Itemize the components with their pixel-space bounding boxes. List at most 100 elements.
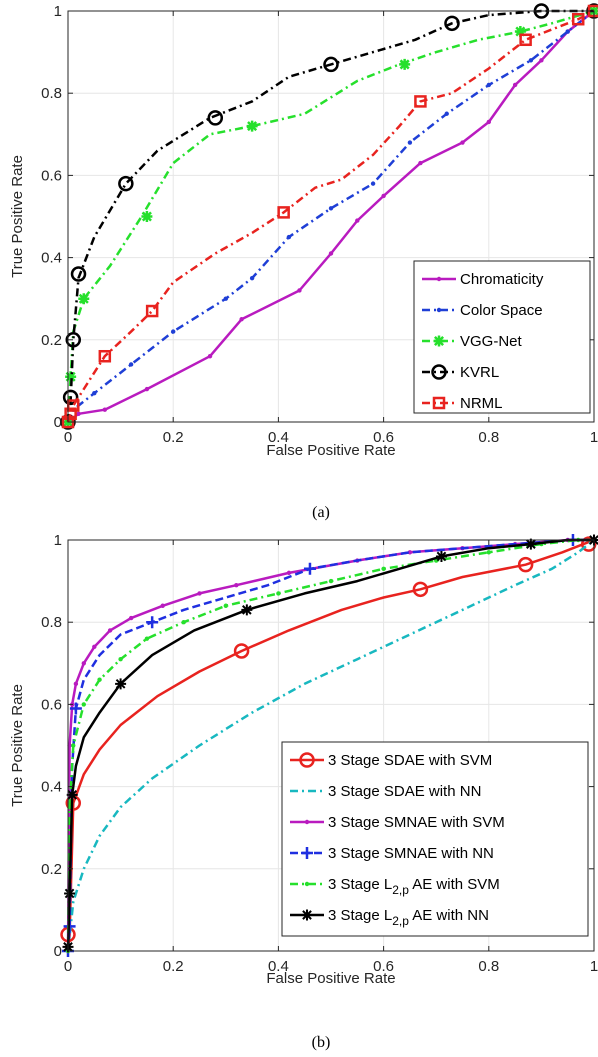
series-marker: [399, 58, 411, 70]
series-marker: [64, 407, 77, 421]
legend-entry: VGG-Net: [460, 333, 523, 350]
legend-entry-name: NRML: [460, 395, 503, 412]
y-tick-label: 0.8: [41, 614, 62, 631]
legend-entry-name: 3 Stage SDAE with SVM: [328, 752, 492, 769]
y-tick-label: 0.2: [41, 332, 62, 349]
series-point: [381, 566, 386, 571]
legend-entry: Color Space: [460, 302, 543, 319]
series-point: [171, 329, 176, 334]
series-point: [381, 193, 386, 199]
series-marker: [303, 562, 316, 575]
series-point: [328, 578, 334, 584]
series-marker: [514, 26, 526, 38]
series-point: [486, 550, 491, 555]
series-marker: [414, 95, 427, 108]
legend-marker: [431, 364, 447, 380]
y-tick-label: 0.6: [41, 167, 62, 184]
y-tick-label: 0.8: [41, 85, 62, 102]
legend-entry: 3 Stage SDAE with SVM: [328, 752, 492, 769]
y-tick-label: 0.6: [41, 696, 62, 713]
series-point: [92, 644, 97, 650]
series-point: [528, 58, 534, 63]
series-point: [71, 743, 76, 748]
y-axis-label: True Positive Rate: [9, 155, 26, 278]
series-point: [197, 591, 202, 596]
series-point: [565, 29, 570, 34]
series-point: [223, 603, 228, 608]
y-tick-label: 1: [54, 532, 62, 549]
series-marker: [412, 581, 429, 598]
series-marker: [580, 536, 597, 552]
series-point: [276, 591, 281, 596]
series-point: [460, 140, 465, 145]
series-marker: [435, 550, 447, 562]
series-marker: [146, 616, 159, 629]
legend-entry: 3 Stage L2,p AE with SVM: [328, 876, 500, 897]
x-tick-label: 0.6: [373, 958, 394, 975]
legend: Chromaticity Color Space VGG-Net KVRL NRML: [413, 260, 591, 414]
series-point: [539, 58, 544, 63]
series-point: [286, 234, 292, 240]
series-marker: [118, 175, 134, 192]
series-line: [66, 9, 594, 423]
x-axis-label: False Positive Rate: [266, 442, 395, 459]
legend-entry: 3 Stage SDAE with NN: [328, 783, 481, 800]
legend-entry: 3 Stage SMNAE with NN: [328, 845, 494, 862]
series-line: [66, 9, 595, 423]
legend-marker: [301, 847, 313, 859]
figure-caption: (b): [312, 1034, 331, 1051]
legend-entry-suffix: AE with NN: [409, 907, 489, 924]
legend-marker: [301, 909, 313, 921]
series-marker: [62, 389, 79, 406]
series-point: [81, 702, 86, 707]
figure-caption: (a): [312, 504, 330, 521]
series-marker: [571, 12, 585, 26]
legend-entry-suffix: AE with SVM: [409, 876, 500, 893]
series-point: [144, 386, 150, 392]
series-point: [76, 411, 81, 416]
legend-marker: [304, 881, 310, 887]
x-tick-label: 1: [590, 429, 598, 446]
series-point: [249, 275, 255, 281]
series-line: [66, 538, 594, 952]
series-marker: [525, 538, 537, 550]
series-line: [66, 9, 595, 423]
series-marker: [70, 266, 87, 282]
series-point: [128, 362, 134, 367]
series-point: [297, 288, 302, 293]
series-point: [144, 636, 150, 641]
series-point: [102, 407, 108, 412]
series-marker: [246, 120, 258, 132]
legend-entry-name: VGG-Net: [460, 333, 523, 350]
legend-box: [281, 741, 589, 937]
series-point: [234, 583, 239, 588]
x-axis-label: False Positive Rate: [266, 970, 395, 987]
series-marker: [241, 604, 253, 616]
axes-frame: [67, 539, 595, 952]
series-marker: [69, 702, 82, 715]
x-tick-label: 0.8: [478, 958, 499, 975]
series-point: [286, 570, 292, 576]
series-marker: [233, 643, 250, 659]
x-tick-label: 0: [64, 429, 72, 446]
chart-panel-1: 0 0.2 0.4 0.6 0.8 1 0 0.2 0.4 0.6 0.8 1 False Positi…: [9, 3, 598, 521]
x-tick-label: 0.4: [268, 429, 289, 446]
series-marker: [517, 556, 534, 573]
y-tick-label: 1: [54, 3, 62, 20]
legend-marker: [304, 819, 310, 825]
x-tick-label: 0.6: [373, 429, 394, 446]
series-marker: [519, 33, 532, 47]
series-point: [92, 391, 97, 396]
series-marker: [115, 678, 127, 690]
series-point: [107, 628, 113, 633]
series-point: [97, 677, 102, 682]
series-marker: [323, 56, 339, 73]
series-point: [73, 681, 79, 687]
series-point: [128, 615, 134, 621]
legend-entry: KVRL: [460, 364, 499, 381]
legend-entry-name: 3 Stage SMNAE with NN: [328, 845, 494, 862]
series-point: [486, 82, 491, 88]
y-tick-label: 0.4: [41, 779, 62, 796]
legend-entry: 3 Stage L2,p AE with NN: [328, 907, 489, 928]
legend-marker: [436, 307, 442, 313]
